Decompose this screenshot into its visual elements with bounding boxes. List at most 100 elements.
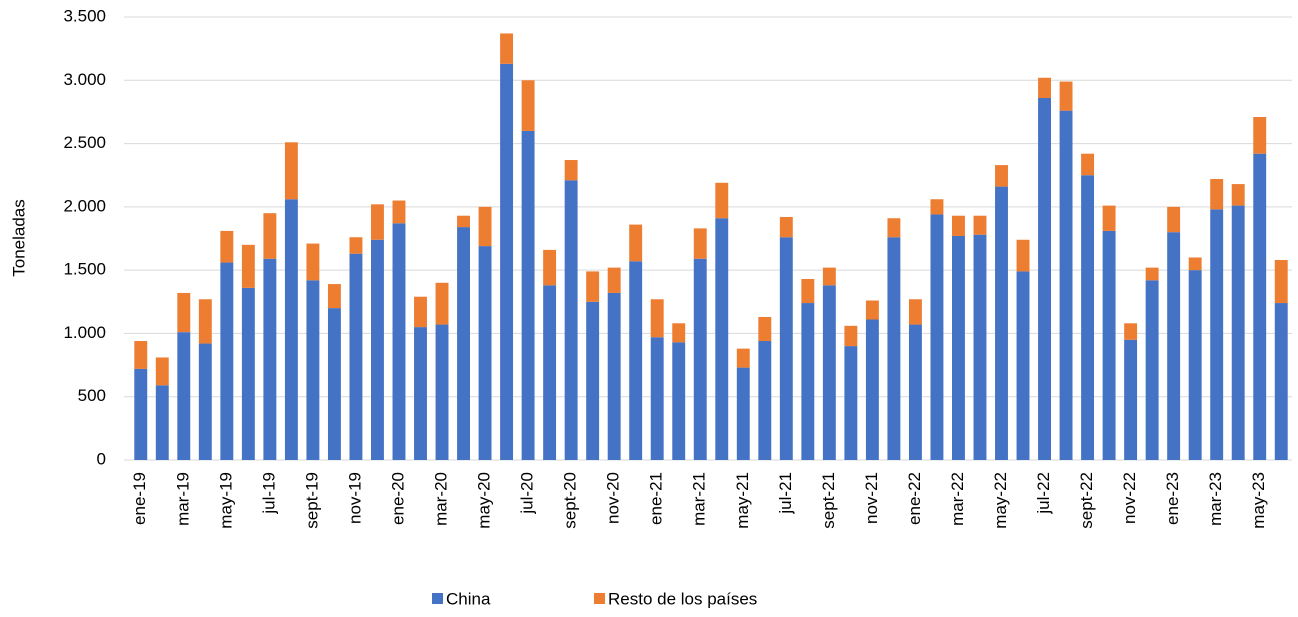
bar-segment bbox=[1253, 116, 1267, 154]
bar-segment bbox=[177, 292, 191, 333]
bar-segment bbox=[865, 300, 879, 320]
bar-segment bbox=[672, 323, 686, 343]
x-tick-label: may-19 bbox=[216, 472, 235, 529]
y-tick-label: 500 bbox=[78, 386, 106, 405]
bar-segment bbox=[543, 249, 557, 286]
x-tick-label: nov-21 bbox=[862, 472, 881, 524]
bar-segment bbox=[500, 33, 514, 64]
bar-segment bbox=[1081, 153, 1095, 176]
bar-segment bbox=[887, 237, 901, 460]
x-tick-label: sept-19 bbox=[302, 472, 321, 529]
bar-segment bbox=[930, 214, 944, 460]
x-tick-label: mar-21 bbox=[690, 472, 709, 526]
bar-segment bbox=[414, 296, 427, 328]
bar-segment bbox=[1145, 267, 1159, 281]
bar-segment bbox=[521, 130, 535, 460]
x-tick-label: mar-19 bbox=[173, 472, 192, 526]
bar-segment bbox=[1145, 280, 1159, 460]
y-tick-label: 1.000 bbox=[63, 323, 106, 342]
bar-segment bbox=[241, 244, 255, 288]
bar-segment bbox=[650, 337, 664, 460]
bar-segment bbox=[392, 200, 406, 224]
legend-label: Resto de los países bbox=[608, 589, 757, 608]
bar-segment bbox=[865, 319, 879, 460]
bar-segment bbox=[371, 204, 384, 240]
bar-segment bbox=[478, 246, 492, 460]
bar-segment bbox=[327, 308, 341, 460]
bar-segment bbox=[220, 262, 234, 460]
bar-segment bbox=[973, 215, 987, 235]
bar-segment bbox=[629, 224, 643, 262]
bar-segment bbox=[478, 206, 492, 247]
bar-segment bbox=[284, 142, 298, 200]
x-tick-label: may-21 bbox=[733, 472, 752, 529]
bar-segment bbox=[779, 216, 793, 238]
bar-segment bbox=[1102, 205, 1116, 231]
bar-segment bbox=[564, 180, 578, 460]
bar-segment bbox=[693, 258, 707, 460]
bar-segment bbox=[1059, 81, 1073, 111]
bar-segment bbox=[1188, 257, 1202, 271]
bar-segment bbox=[1167, 206, 1181, 233]
legend-label: China bbox=[446, 589, 491, 608]
bar-segment bbox=[1059, 110, 1073, 461]
bar-segment bbox=[1231, 184, 1245, 206]
x-tick-label: ene-23 bbox=[1163, 472, 1182, 525]
bar-segment bbox=[155, 385, 169, 460]
x-tick-label: jul-21 bbox=[776, 472, 795, 515]
bar-segment bbox=[1274, 260, 1288, 304]
bar-segment bbox=[134, 368, 148, 460]
bar-segment bbox=[500, 63, 514, 461]
bar-segment bbox=[306, 243, 320, 281]
bar-segment bbox=[995, 165, 1008, 187]
bar-segment bbox=[887, 218, 901, 238]
bar-segment bbox=[134, 341, 148, 369]
x-tick-label: sept-22 bbox=[1077, 472, 1096, 529]
x-tick-label: ene-22 bbox=[905, 472, 924, 525]
bar-segment bbox=[177, 332, 191, 460]
bar-segment bbox=[457, 227, 470, 460]
bar-segment bbox=[564, 160, 578, 181]
bar-segment bbox=[952, 215, 965, 236]
bar-segment bbox=[629, 261, 643, 460]
bar-segment bbox=[392, 223, 406, 460]
bar-segment bbox=[1210, 209, 1224, 460]
bar-segment bbox=[521, 80, 535, 131]
bar-segment bbox=[973, 234, 987, 460]
bar-segment bbox=[198, 299, 212, 344]
bar-segment bbox=[263, 213, 277, 259]
bar-segment bbox=[1016, 271, 1030, 460]
bar-segment bbox=[844, 325, 858, 347]
y-tick-label: 1.500 bbox=[63, 260, 106, 279]
bar-segment bbox=[371, 239, 384, 460]
bar-segment bbox=[1016, 239, 1030, 272]
x-tick-label: mar-23 bbox=[1206, 472, 1225, 526]
bar-segment bbox=[349, 237, 363, 254]
x-tick-label: nov-20 bbox=[604, 472, 623, 524]
bar-segment bbox=[844, 346, 858, 460]
x-tick-label: ene-21 bbox=[647, 472, 666, 525]
bar-segment bbox=[715, 218, 729, 460]
y-tick-label: 3.500 bbox=[63, 6, 106, 25]
bar-segment bbox=[908, 299, 922, 325]
y-tick-label: 2.500 bbox=[63, 133, 106, 152]
bar-segment bbox=[822, 285, 836, 460]
bar-segment bbox=[607, 267, 621, 293]
legend-swatch bbox=[594, 593, 605, 604]
bar-segment bbox=[263, 258, 277, 460]
x-tick-label: nov-19 bbox=[345, 472, 364, 524]
x-tick-label: jul-19 bbox=[259, 472, 278, 515]
bar-segment bbox=[952, 235, 965, 460]
y-tick-label: 3.000 bbox=[63, 70, 106, 89]
x-tick-label: sept-20 bbox=[561, 472, 580, 529]
bar-segment bbox=[349, 253, 363, 460]
bar-segment bbox=[693, 228, 707, 259]
x-tick-label: may-22 bbox=[991, 472, 1010, 529]
x-tick-label: mar-20 bbox=[432, 472, 451, 526]
x-tick-label: sept-21 bbox=[819, 472, 838, 529]
bar-segment bbox=[1167, 232, 1181, 460]
bar-segment bbox=[1038, 77, 1051, 99]
bar-segment bbox=[435, 324, 449, 460]
bar-segment bbox=[284, 199, 298, 460]
